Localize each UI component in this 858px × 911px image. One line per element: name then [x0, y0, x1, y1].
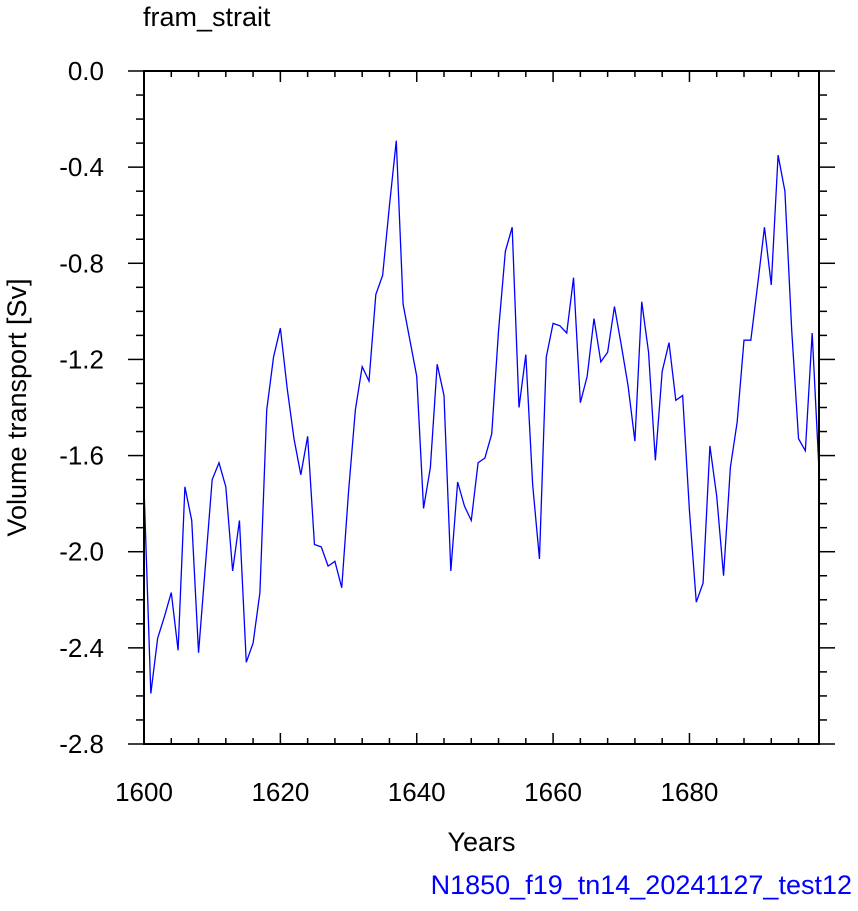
series-line-0: [143, 140, 820, 694]
y-tick-label: -1.2: [59, 344, 104, 374]
y-axis-label: Volume transport [Sv]: [2, 278, 32, 536]
axis-ticks: [128, 70, 835, 745]
y-tick-label: -2.0: [59, 537, 104, 567]
y-tick-label: 0.0: [68, 56, 104, 86]
x-axis-label: Years: [447, 827, 515, 857]
y-tick-label: -2.4: [59, 633, 104, 663]
axis-tick-labels: 1600 1620 1640 1660 1680 0.0 -0.4 -0.8 -1.2 -1.6 -…: [59, 56, 718, 807]
chart-title: fram_strait: [143, 2, 271, 32]
x-tick-label: 1680: [661, 777, 719, 807]
x-tick-label: 1660: [524, 777, 582, 807]
y-tick-label: -2.8: [59, 729, 104, 759]
case-name-label: N1850_f19_tn14_20241127_test12: [430, 870, 852, 900]
plot-area: [143, 140, 820, 694]
x-tick-label: 1620: [251, 777, 309, 807]
y-tick-label: -0.4: [59, 152, 104, 182]
y-tick-label: -1.6: [59, 441, 104, 471]
y-tick-label: -0.8: [59, 248, 104, 278]
x-tick-label: 1640: [388, 777, 446, 807]
x-tick-label: 1600: [115, 777, 173, 807]
